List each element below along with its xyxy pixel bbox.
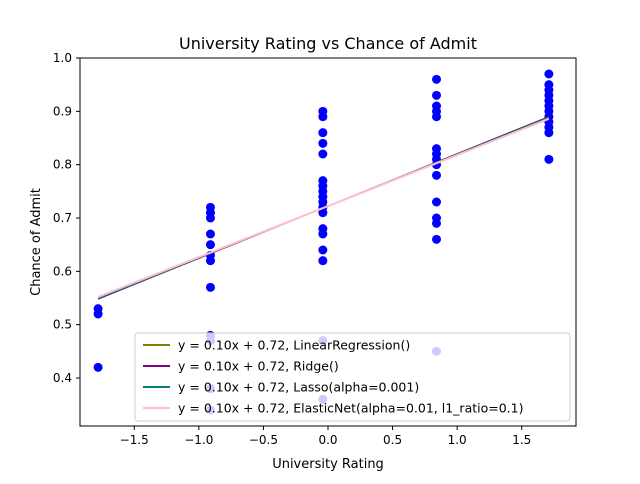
data-point (318, 128, 328, 138)
data-point (544, 69, 554, 79)
y-tick-label: 0.5 (53, 318, 72, 332)
chart-title: University Rating vs Chance of Admit (179, 34, 477, 53)
legend-label: y = 0.10x + 0.72, LinearRegression() (178, 338, 410, 353)
data-point (205, 256, 215, 266)
x-tick-label: −0.5 (249, 433, 278, 447)
x-tick-label: −1.5 (120, 433, 149, 447)
data-point (318, 149, 328, 159)
data-point (432, 74, 441, 84)
data-point (205, 229, 215, 239)
data-point (544, 154, 554, 164)
data-point (93, 362, 103, 372)
data-point (318, 229, 328, 239)
y-axis-label: Chance of Admit (29, 188, 44, 296)
data-point (432, 170, 441, 180)
x-axis-label: University Rating (272, 457, 384, 472)
legend: y = 0.10x + 0.72, LinearRegression() y = … (134, 332, 571, 422)
axes: −1.5 −1.0 −0.5 0.0 0.5 1.0 1.5 0.4 0.5 0.6 0.7 0.8 0… (53, 51, 577, 447)
data-point (318, 208, 328, 218)
legend-label: y = 0.10x + 0.72, ElasticNet(alpha=0.01,… (178, 401, 523, 416)
legend-label: y = 0.10x + 0.72, Lasso(alpha=0.001) (178, 380, 419, 395)
data-point (318, 138, 328, 148)
data-point (93, 309, 103, 319)
y-tick-label: 0.4 (53, 371, 72, 385)
x-tick-label: 0.5 (383, 433, 402, 447)
regression-line (97, 117, 550, 298)
y-tick-label: 0.7 (53, 211, 72, 225)
x-tick-label: 1.0 (448, 433, 467, 447)
data-point (432, 197, 441, 207)
x-tick-label: 1.5 (512, 433, 531, 447)
data-point (544, 128, 554, 138)
x-tick-label: −1.0 (184, 433, 213, 447)
legend-box (134, 332, 571, 422)
data-point (318, 256, 328, 266)
data-point (205, 240, 215, 250)
y-tick-label: 0.9 (53, 104, 72, 118)
data-point (318, 245, 328, 255)
data-point (205, 213, 215, 223)
data-point (432, 90, 441, 100)
data-point (432, 112, 441, 122)
data-point (205, 282, 215, 292)
y-tick-label: 1.0 (53, 51, 72, 65)
legend-label: y = 0.10x + 0.72, Ridge() (178, 359, 339, 374)
y-tick-label: 0.8 (53, 158, 72, 172)
data-point (432, 234, 441, 244)
data-point (318, 112, 328, 122)
x-tick-label: 0.0 (318, 433, 337, 447)
y-tick-label: 0.6 (53, 264, 72, 278)
data-point (432, 218, 441, 228)
